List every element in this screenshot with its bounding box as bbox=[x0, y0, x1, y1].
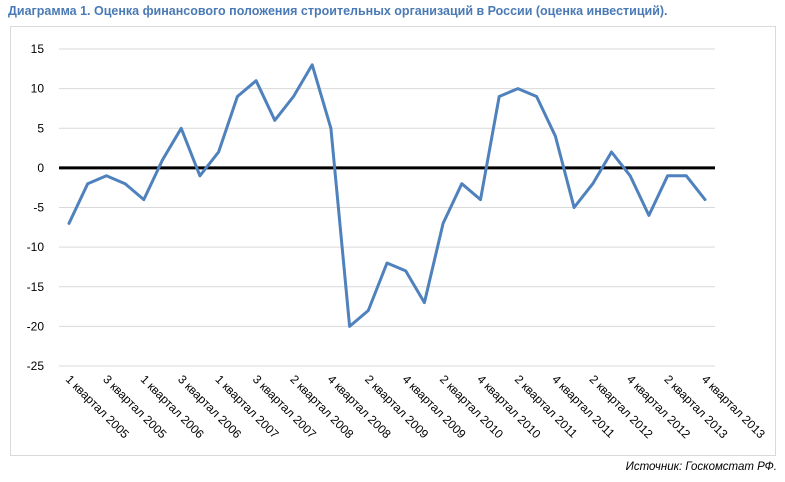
data-point bbox=[198, 174, 201, 177]
data-point bbox=[311, 63, 314, 66]
y-tick-label: 5 bbox=[37, 121, 44, 135]
y-tick-label: 0 bbox=[37, 161, 44, 175]
x-tick-label: 4 квартал 2013 bbox=[699, 372, 768, 441]
data-point bbox=[124, 182, 127, 185]
data-point bbox=[573, 206, 576, 209]
data-point bbox=[498, 95, 501, 98]
data-point bbox=[86, 182, 89, 185]
data-point bbox=[535, 95, 538, 98]
data-point bbox=[367, 309, 370, 312]
data-point bbox=[68, 222, 71, 225]
data-point bbox=[255, 79, 258, 82]
data-point bbox=[704, 198, 707, 201]
data-point bbox=[404, 269, 407, 272]
y-tick-label: -20 bbox=[27, 319, 45, 333]
data-point bbox=[105, 174, 108, 177]
data-point bbox=[348, 325, 351, 328]
data-point bbox=[685, 174, 688, 177]
data-point bbox=[666, 174, 669, 177]
data-point bbox=[180, 127, 183, 130]
data-point bbox=[423, 301, 426, 304]
data-point bbox=[386, 261, 389, 264]
chart-frame bbox=[10, 26, 776, 456]
data-point bbox=[292, 95, 295, 98]
y-tick-label: -10 bbox=[27, 240, 45, 254]
data-point bbox=[479, 198, 482, 201]
y-tick-label: -5 bbox=[33, 201, 44, 215]
data-point bbox=[554, 135, 557, 138]
y-tick-label: -15 bbox=[27, 280, 45, 294]
chart-title: Диаграмма 1. Оценка финансового положени… bbox=[8, 4, 668, 18]
series bbox=[67, 63, 707, 328]
data-point bbox=[591, 182, 594, 185]
data-point bbox=[516, 87, 519, 90]
data-point bbox=[236, 95, 239, 98]
data-point bbox=[442, 222, 445, 225]
data-point bbox=[142, 198, 145, 201]
y-tick-label: 10 bbox=[31, 82, 45, 96]
data-point bbox=[610, 151, 613, 154]
data-point bbox=[629, 174, 632, 177]
source-note: Источник: Госкомстат РФ. bbox=[625, 461, 777, 473]
y-axis: 15 10 5 0 -5 -10 -15 -20 -25 bbox=[27, 42, 45, 373]
data-point bbox=[460, 182, 463, 185]
series-line bbox=[67, 63, 707, 328]
y-tick-label: 15 bbox=[31, 42, 45, 56]
data-point bbox=[647, 214, 650, 217]
data-point bbox=[329, 127, 332, 130]
data-point bbox=[161, 158, 164, 161]
gridlines bbox=[59, 48, 715, 367]
data-point bbox=[217, 151, 220, 154]
data-point bbox=[273, 119, 276, 122]
y-tick-label: -25 bbox=[27, 359, 45, 373]
